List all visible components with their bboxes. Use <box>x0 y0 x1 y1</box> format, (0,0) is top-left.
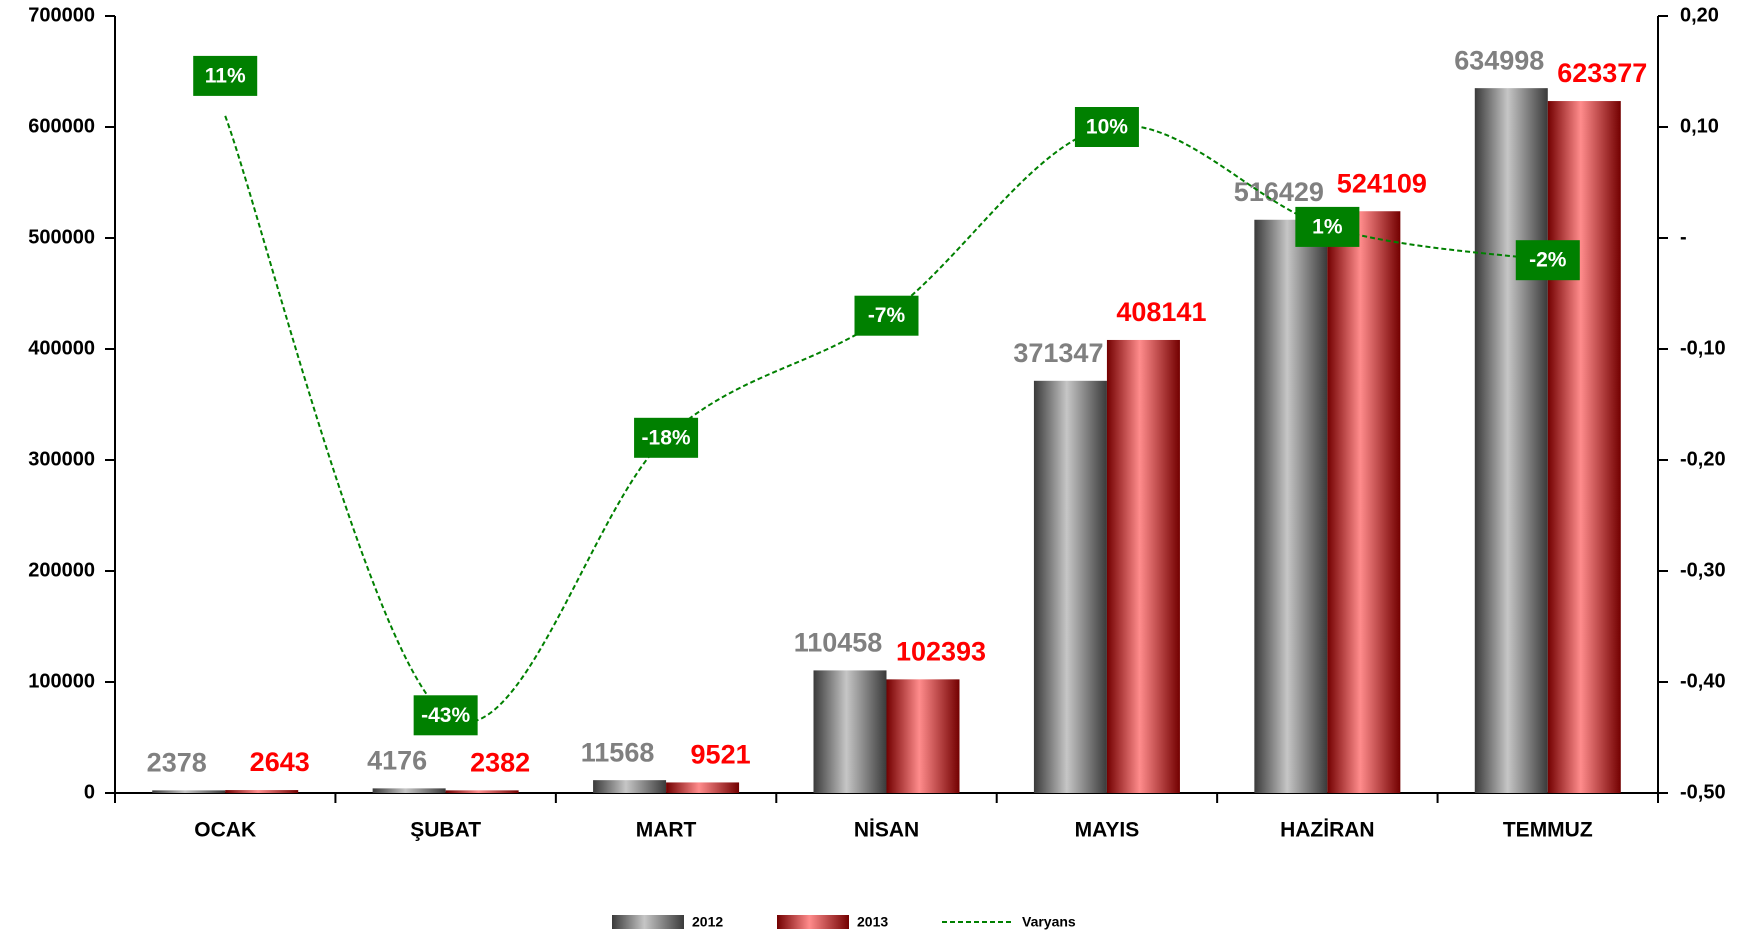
line-label-box <box>1515 240 1580 281</box>
legend-label: Varyans <box>1022 914 1076 930</box>
y2-tick-label: -0,40 <box>1680 670 1726 692</box>
y-tick-label: 600000 <box>28 115 95 137</box>
line-value-label: -43% <box>421 704 470 727</box>
y2-tick-label: 0,10 <box>1680 115 1719 137</box>
y-tick-label: 0 <box>84 781 95 803</box>
y2-tick-label: 0,20 <box>1680 4 1719 26</box>
legend-label: 2012 <box>692 914 723 930</box>
legend-swatch <box>777 915 849 929</box>
x-tick-label: NİSAN <box>854 819 919 842</box>
y-tick-label: 200000 <box>28 559 95 581</box>
x-tick-label: TEMMUZ <box>1503 819 1593 842</box>
bar-value-label: 9521 <box>691 740 751 770</box>
line-value-label: 10% <box>1086 116 1128 139</box>
line-label-box <box>1295 206 1360 247</box>
bar <box>445 790 519 793</box>
x-tick-label: ŞUBAT <box>410 819 481 842</box>
x-tick-label: MAYIS <box>1075 819 1140 842</box>
x-tick-label: OCAK <box>194 819 256 842</box>
line <box>224 115 1548 724</box>
bar <box>593 780 667 793</box>
line-value-label: -18% <box>642 426 691 449</box>
bar-value-label: 102393 <box>896 636 986 666</box>
bar-value-label: 11568 <box>581 737 655 767</box>
y-tick-label: 100000 <box>28 670 95 692</box>
bar <box>1106 339 1180 793</box>
line-value-label: 1% <box>1312 215 1343 238</box>
y2-tick-label: - <box>1680 226 1687 248</box>
bar <box>1254 219 1328 794</box>
bar-value-label: 408141 <box>1116 297 1206 327</box>
bar-value-label: 2378 <box>147 747 207 777</box>
bar-value-label: 2643 <box>250 747 310 777</box>
bar-value-label: 371347 <box>1013 338 1103 368</box>
y2-tick-label: -0,20 <box>1680 448 1726 470</box>
bar-value-label: 516429 <box>1234 177 1324 207</box>
y2-tick-label: -0,10 <box>1680 337 1726 359</box>
bar <box>225 790 299 793</box>
y2-tick-label: -0,30 <box>1680 559 1726 581</box>
line-label-box <box>193 55 258 96</box>
x-tick-label: MART <box>636 819 697 842</box>
bar-value-label: 634998 <box>1454 45 1544 75</box>
bar-value-label: 4176 <box>367 745 427 775</box>
bar <box>813 670 887 793</box>
legend-swatch <box>612 915 684 929</box>
bar <box>1327 211 1401 793</box>
bar-value-label: 2382 <box>470 747 530 777</box>
line-value-label: -2% <box>1529 249 1567 272</box>
bar <box>1033 380 1107 793</box>
y-tick-label: 400000 <box>28 337 95 359</box>
bar <box>886 679 960 793</box>
bar <box>372 788 446 793</box>
bar <box>152 790 226 793</box>
y-tick-label: 300000 <box>28 448 95 470</box>
line-value-label: -7% <box>868 304 906 327</box>
x-tick-label: HAZİRAN <box>1280 819 1375 842</box>
bar-value-label: 524109 <box>1337 168 1427 198</box>
line-label-box <box>634 417 699 458</box>
line-label-box <box>413 695 478 736</box>
bar-value-label: 623377 <box>1557 58 1647 88</box>
bar-value-label: 110458 <box>794 628 883 658</box>
bar <box>1474 88 1548 793</box>
y-tick-label: 500000 <box>28 226 95 248</box>
y2-tick-label: -0,50 <box>1680 781 1726 803</box>
line-value-label: 11% <box>205 64 246 87</box>
bar <box>666 782 740 793</box>
legend-label: 2013 <box>857 914 888 930</box>
line-label-box <box>854 295 919 336</box>
line-label-box <box>1074 107 1139 147</box>
bar <box>1547 101 1621 794</box>
y-tick-label: 700000 <box>28 4 95 26</box>
